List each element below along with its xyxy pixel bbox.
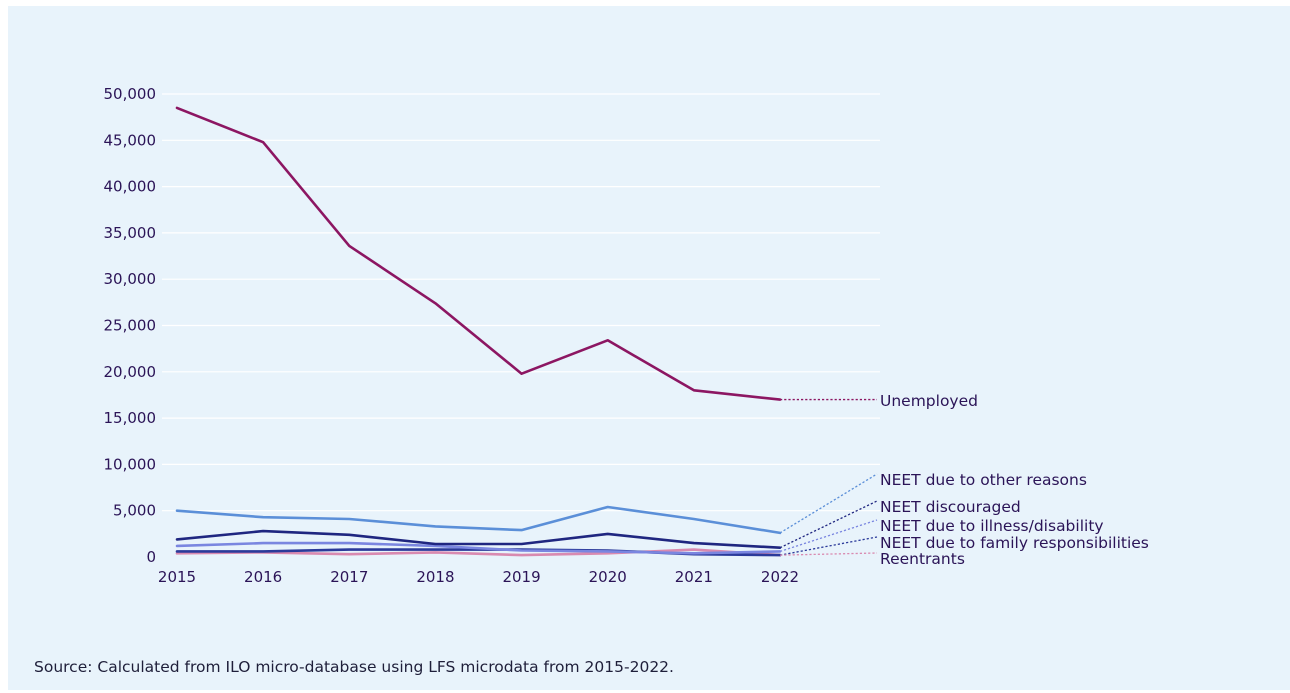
y-tick-label: 30,000 xyxy=(104,270,157,288)
x-axis-ticks: 2015 2016 2017 2018 2019 2020 2021 2022 xyxy=(158,568,799,586)
x-tick-label: 2019 xyxy=(502,568,540,586)
series-line xyxy=(175,541,782,555)
series-label: NEET discouraged xyxy=(880,498,1021,516)
label-leader-line xyxy=(779,500,878,549)
label-leader-line xyxy=(779,552,878,556)
series-line xyxy=(175,548,782,557)
series-line xyxy=(175,106,782,401)
y-tick-label: 45,000 xyxy=(104,131,157,149)
series-label: NEET due to other reasons xyxy=(880,471,1087,489)
series-line xyxy=(175,505,782,535)
series-labels: Unemployed NEET due to other reasons NEET … xyxy=(880,392,1149,568)
y-axis-ticks: 0 5,000 10,000 15,000 20,000 25,000 30,000 35,0… xyxy=(104,85,157,566)
y-tick-label: 40,000 xyxy=(104,178,157,196)
y-tick-label: 35,000 xyxy=(104,224,157,242)
x-tick-label: 2015 xyxy=(158,568,196,586)
source-note: Source: Calculated from ILO micro-databa… xyxy=(34,658,674,676)
x-tick-label: 2017 xyxy=(330,568,368,586)
label-leaders xyxy=(779,398,878,556)
x-tick-label: 2020 xyxy=(589,568,627,586)
series-label: Reentrants xyxy=(880,550,965,568)
gridlines xyxy=(162,93,880,512)
series-line xyxy=(175,529,782,550)
y-tick-label: 0 xyxy=(146,548,156,566)
x-tick-label: 2022 xyxy=(761,568,799,586)
y-tick-label: 50,000 xyxy=(104,85,157,103)
series-label: NEET due to family responsibilities xyxy=(880,534,1149,552)
label-leader-line xyxy=(779,519,878,553)
label-leader-line xyxy=(779,473,878,534)
label-leader-line xyxy=(779,536,878,556)
y-tick-label: 10,000 xyxy=(104,455,157,473)
series-label: NEET due to illness/disability xyxy=(880,517,1104,535)
x-tick-label: 2021 xyxy=(675,568,713,586)
series-label: Unemployed xyxy=(880,392,978,410)
chart-panel xyxy=(8,6,1290,690)
y-tick-label: 25,000 xyxy=(104,317,157,335)
x-tick-label: 2018 xyxy=(416,568,454,586)
x-tick-label: 2016 xyxy=(244,568,282,586)
series-lines xyxy=(175,106,782,557)
y-tick-label: 15,000 xyxy=(104,409,157,427)
y-tick-label: 20,000 xyxy=(104,363,157,381)
y-tick-label: 5,000 xyxy=(113,502,156,520)
